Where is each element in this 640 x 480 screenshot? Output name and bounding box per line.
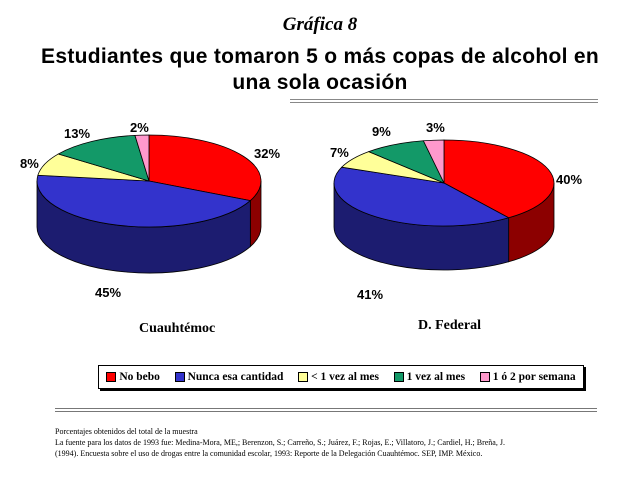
slice-label-uno-dos: 3% xyxy=(426,120,445,135)
footer-rule xyxy=(55,408,597,409)
slice-label-uno-dos: 2% xyxy=(130,120,149,135)
pie-caption-cuauhtemoc: Cuauhtémoc xyxy=(139,321,216,336)
legend-swatch xyxy=(174,372,185,382)
legend-label: Nunca esa cantidad xyxy=(187,371,284,383)
slice-label-no-bebo: 40% xyxy=(556,172,583,187)
legend: No bebo Nunca esa cantidad < 1 vez al me… xyxy=(98,365,584,389)
legend-item: 1 ó 2 por semana xyxy=(479,371,576,383)
pie-cuauhtemoc xyxy=(36,134,262,274)
title-rule xyxy=(290,99,598,100)
footer-rule xyxy=(55,411,597,412)
pie-charts xyxy=(36,134,555,274)
legend-item: Nunca esa cantidad xyxy=(174,371,284,383)
title-rule xyxy=(290,102,598,103)
source-notes: Porcentajes obtenidos del total de la mu… xyxy=(55,426,615,459)
pie-slice-nunca xyxy=(333,166,510,227)
legend-item: < 1 vez al mes xyxy=(298,371,379,383)
note-line: La fuente para los datos de 1993 fue: Me… xyxy=(55,438,505,447)
pie-d-federal xyxy=(333,139,555,271)
pie-slice-una-vez xyxy=(57,134,150,182)
pie-slice-no-bebo xyxy=(443,139,555,219)
legend-label: < 1 vez al mes xyxy=(311,371,379,383)
legend-label: No bebo xyxy=(119,371,160,383)
slice-label-menos-1: 8% xyxy=(20,156,39,171)
legend-swatch xyxy=(106,372,117,382)
slice-label-una-vez: 9% xyxy=(372,124,391,139)
legend-item: 1 vez al mes xyxy=(393,371,466,383)
pie-slice-uno-dos xyxy=(422,139,445,184)
legend-label: 1 vez al mes xyxy=(406,371,466,383)
legend-swatch xyxy=(479,372,490,382)
slice-label-nunca: 41% xyxy=(357,287,384,302)
legend-swatch xyxy=(298,372,309,382)
legend-label: 1 ó 2 por semana xyxy=(492,371,576,383)
slice-label-nunca: 45% xyxy=(95,285,122,300)
pie-slice-uno-dos xyxy=(134,134,150,182)
slice-label-menos-1: 7% xyxy=(330,145,349,160)
pie-caption-d-federal: D. Federal xyxy=(418,318,481,333)
pie-slice-no-bebo xyxy=(148,134,262,202)
slice-label-no-bebo: 32% xyxy=(254,146,281,161)
note-line: Porcentajes obtenidos del total de la mu… xyxy=(55,427,198,436)
note-line: (1994). Encuesta sobre el uso de drogas … xyxy=(55,449,483,458)
legend-item: No bebo xyxy=(106,371,160,383)
chart-title: Estudiantes que tomaron 5 o más copas de… xyxy=(41,45,599,94)
figure-label: Gráfica 8 xyxy=(282,14,358,35)
legend-swatch xyxy=(393,372,404,382)
slice-label-una-vez: 13% xyxy=(64,126,91,141)
pie-slice-nunca xyxy=(36,174,252,228)
